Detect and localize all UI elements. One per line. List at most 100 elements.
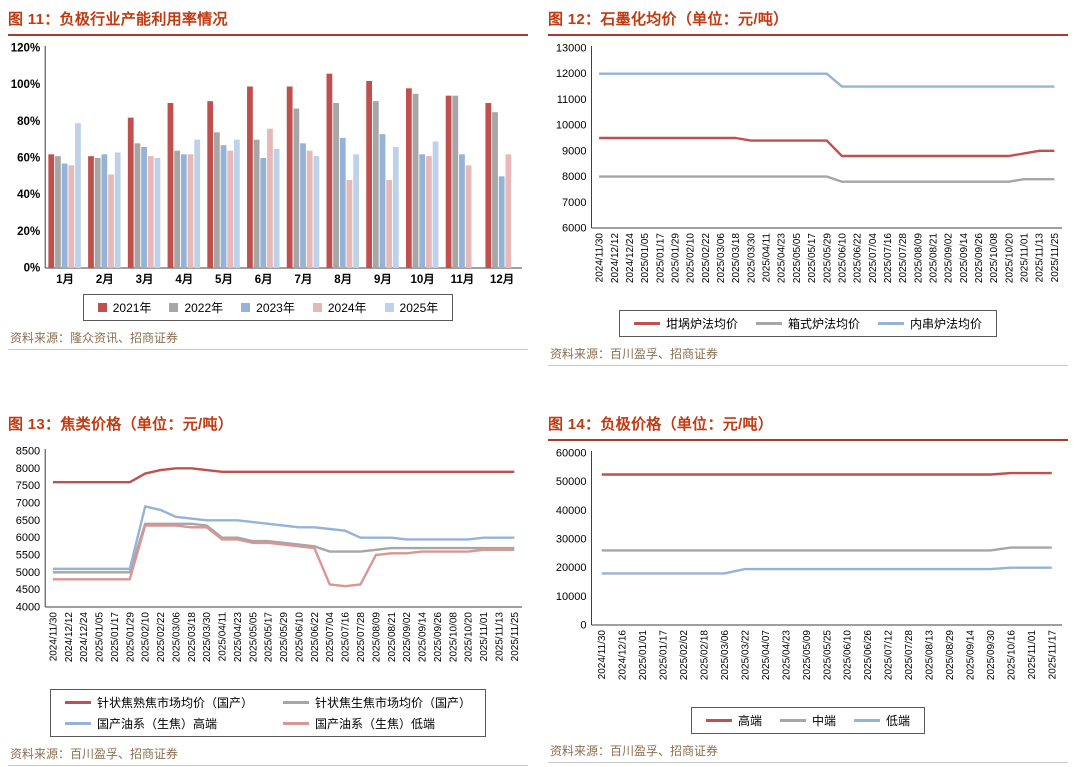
legend-label: 低端 xyxy=(886,714,911,728)
svg-text:4500: 4500 xyxy=(16,584,40,596)
svg-text:2025/05/29: 2025/05/29 xyxy=(279,612,290,662)
svg-text:2024/11/30: 2024/11/30 xyxy=(48,612,59,662)
svg-text:10月: 10月 xyxy=(411,273,435,286)
svg-text:2025/07/16: 2025/07/16 xyxy=(341,612,352,662)
svg-text:2025/07/04: 2025/07/04 xyxy=(868,233,879,283)
svg-text:3月: 3月 xyxy=(136,273,154,286)
svg-text:2025/09/26: 2025/09/26 xyxy=(974,233,985,283)
figure-13-panel: 图 13：焦类价格（单位：元/吨） 4000 4500 5000 5500 6000 65… xyxy=(0,383,540,767)
legend-item: 2024年 xyxy=(312,299,367,316)
legend-item: 2023年 xyxy=(241,299,295,316)
figure-12-legend: 坩埚炉法均价 箱式炉法均价 内串炉法均价 xyxy=(548,310,1068,337)
svg-text:2025/05/25: 2025/05/25 xyxy=(822,630,833,680)
legend-item: 针状焦生焦市场均价（国产） xyxy=(283,694,471,711)
legend-square-marker xyxy=(241,303,251,312)
legend-square-marker xyxy=(169,303,179,312)
svg-text:2025/01/17: 2025/01/17 xyxy=(659,630,670,680)
legend-square-marker xyxy=(97,303,107,312)
svg-text:2025/11/17: 2025/11/17 xyxy=(1047,630,1058,680)
svg-text:1月: 1月 xyxy=(56,273,74,286)
svg-text:10000: 10000 xyxy=(556,591,587,603)
svg-text:2025/05/09: 2025/05/09 xyxy=(802,630,813,680)
svg-text:2025/06/22: 2025/06/22 xyxy=(853,233,864,283)
figure-14-title-rule xyxy=(548,439,1068,441)
svg-text:2025/05/17: 2025/05/17 xyxy=(264,612,275,662)
svg-text:2025/04/23: 2025/04/23 xyxy=(781,630,792,680)
svg-text:9000: 9000 xyxy=(562,145,586,157)
legend-line-marker xyxy=(854,719,880,722)
svg-text:2025/10/20: 2025/10/20 xyxy=(1004,233,1015,283)
svg-text:2025/03/06: 2025/03/06 xyxy=(716,233,727,283)
figure-11-source: 资料来源：隆众资讯、招商证券 xyxy=(8,329,528,350)
svg-text:2025/02/10: 2025/02/10 xyxy=(141,612,152,662)
legend-label: 坩埚炉法均价 xyxy=(665,317,738,331)
svg-text:2月: 2月 xyxy=(96,273,114,286)
svg-text:5000: 5000 xyxy=(16,567,40,579)
svg-text:10000: 10000 xyxy=(556,120,587,132)
legend-item: 内串炉法均价 xyxy=(878,315,982,332)
svg-text:7000: 7000 xyxy=(562,197,586,209)
svg-text:80%: 80% xyxy=(17,116,40,128)
figure-13-legend: 针状焦熟焦市场均价（国产） 针状焦生焦市场均价（国产） 国产油系（生焦）高端 国产油系… xyxy=(8,689,528,737)
svg-text:7月: 7月 xyxy=(295,273,313,286)
svg-text:60000: 60000 xyxy=(556,448,587,460)
capacity-utilization-bar-chart: 0% 20% 40% 60% 80% 100% 120% 1月 2月 3月 4月 5月 6月 7月 8月 9月… xyxy=(11,43,522,286)
legend-box: 针状焦熟焦市场均价（国产） 针状焦生焦市场均价（国产） 国产油系（生焦）高端 国产油系… xyxy=(49,689,487,737)
svg-text:2025/03/18: 2025/03/18 xyxy=(731,233,742,283)
legend-line-marker xyxy=(755,322,782,325)
svg-text:2025/04/11: 2025/04/11 xyxy=(762,233,773,283)
svg-text:30000: 30000 xyxy=(556,534,587,546)
svg-text:2025/10/08: 2025/10/08 xyxy=(989,233,1000,283)
svg-text:2025/08/09: 2025/08/09 xyxy=(913,233,924,283)
svg-text:12月: 12月 xyxy=(490,273,514,286)
legend-line-marker xyxy=(283,701,309,704)
svg-text:13000: 13000 xyxy=(556,43,587,55)
svg-text:11000: 11000 xyxy=(557,94,587,106)
figure-13-source: 资料来源：百川盈孚、招商证券 xyxy=(8,745,528,766)
svg-text:2025/05/17: 2025/05/17 xyxy=(807,233,818,283)
svg-text:40000: 40000 xyxy=(556,505,587,517)
svg-text:100%: 100% xyxy=(11,79,40,91)
svg-text:2025/10/16: 2025/10/16 xyxy=(1006,630,1017,680)
svg-text:2025/10/20: 2025/10/20 xyxy=(464,612,475,662)
svg-text:2025/03/18: 2025/03/18 xyxy=(187,612,198,662)
svg-text:2025/07/28: 2025/07/28 xyxy=(904,630,915,680)
svg-text:2024/12/16: 2024/12/16 xyxy=(618,630,629,680)
svg-text:6000: 6000 xyxy=(562,223,586,235)
svg-text:6000: 6000 xyxy=(16,532,40,544)
figure-11-title: 图 11：负极行业产能利用率情况 xyxy=(8,11,228,28)
legend-line-marker xyxy=(633,322,660,325)
svg-text:2024/12/12: 2024/12/12 xyxy=(610,233,621,283)
svg-text:2025/09/30: 2025/09/30 xyxy=(986,630,997,680)
svg-text:2024/11/30: 2024/11/30 xyxy=(597,630,608,680)
svg-text:2025/07/28: 2025/07/28 xyxy=(356,612,367,662)
svg-text:2025/03/06: 2025/03/06 xyxy=(720,630,731,680)
figure-11-panel: 图 11：负极行业产能利用率情况 0% 20% 40% 60% 80% 100% 120% 1… xyxy=(0,0,540,383)
svg-text:2025/02/10: 2025/02/10 xyxy=(686,233,697,283)
svg-text:2025/04/23: 2025/04/23 xyxy=(233,612,244,662)
svg-text:0: 0 xyxy=(580,620,586,632)
svg-text:2025/04/11: 2025/04/11 xyxy=(218,612,229,662)
svg-text:4月: 4月 xyxy=(175,273,193,286)
svg-text:2025/05/29: 2025/05/29 xyxy=(822,233,833,283)
svg-text:2025/08/09: 2025/08/09 xyxy=(371,612,382,662)
anode-price-line-chart: 0 10000 20000 30000 40000 50000 60000 2024/11/3… xyxy=(556,448,1062,680)
svg-text:2024/12/12: 2024/12/12 xyxy=(64,612,75,662)
legend-label: 2021年 xyxy=(112,301,152,315)
figure-14-source: 资料来源：百川盈孚、招商证券 xyxy=(548,742,1068,763)
svg-text:2024/11/30: 2024/11/30 xyxy=(595,233,606,283)
svg-text:8000: 8000 xyxy=(16,463,40,475)
figure-14-title: 图 14：负极价格（单位：元/吨） xyxy=(548,416,774,433)
figure-12-chart-area: 6000 7000 8000 9000 10000 11000 12000 13000 2024… xyxy=(548,40,1068,308)
figure-13-chart-area: 4000 4500 5000 5500 6000 6500 7000 7500 8000 8500… xyxy=(8,443,528,687)
figure-12-source: 资料来源：百川盈孚、招商证券 xyxy=(548,345,1068,366)
svg-text:50000: 50000 xyxy=(556,476,587,488)
legend-label: 箱式炉法均价 xyxy=(787,317,860,331)
svg-text:2025/06/22: 2025/06/22 xyxy=(310,612,321,662)
figure-12-title-rule xyxy=(548,34,1068,36)
legend-label: 中端 xyxy=(811,714,836,728)
legend-label: 国产油系（生焦）高端 xyxy=(96,717,217,731)
svg-text:4000: 4000 xyxy=(16,602,40,614)
legend-item: 2022年 xyxy=(169,299,223,316)
